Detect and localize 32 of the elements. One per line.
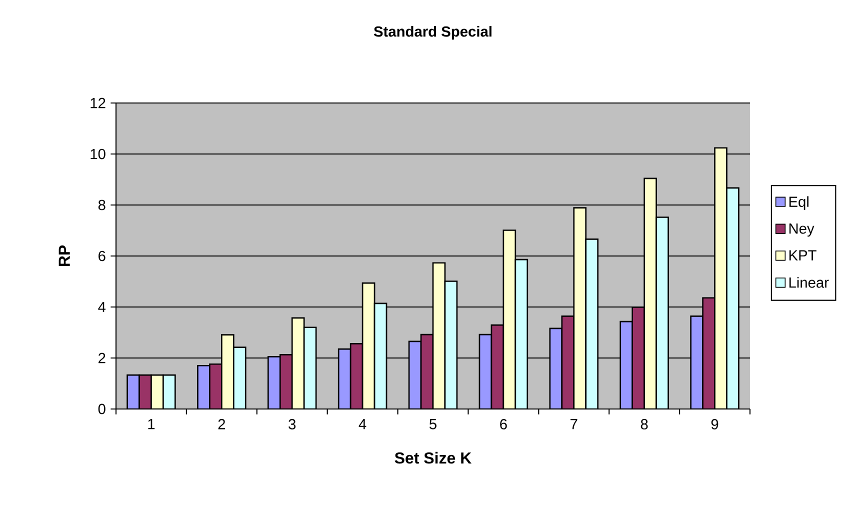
x-tick-label: 7 [570, 419, 578, 430]
bar [374, 302, 388, 409]
legend-label: Linear [789, 277, 829, 288]
x-tick-label: 3 [288, 419, 296, 430]
y-tick-label: 8 [98, 200, 106, 210]
x-tick-label: 1 [148, 419, 155, 430]
legend-label: Ney [789, 224, 814, 237]
legend-label: Eql [789, 196, 808, 210]
bar [420, 334, 434, 409]
x-tick-label: 4 [358, 419, 366, 430]
legend-label: KPT [789, 250, 816, 260]
y-tick-label: 4 [98, 302, 106, 312]
y-axis-title: RP [58, 245, 70, 266]
x-tick-label: 5 [430, 419, 436, 430]
bar [350, 343, 364, 409]
y-tick-label: 12 [90, 98, 106, 108]
chart-title: Standard Special [374, 26, 492, 40]
x-axis-title: Set Size K [394, 452, 472, 464]
x-tick-label: 8 [640, 419, 648, 430]
bar [432, 262, 446, 409]
x-tick-label: 9 [711, 419, 718, 430]
x-tick-label: 6 [500, 419, 507, 430]
bar [408, 340, 422, 409]
y-tick-label: 10 [90, 148, 106, 160]
bar [362, 282, 376, 409]
x-tick-label: 2 [218, 419, 226, 430]
y-tick-label: 2 [98, 352, 106, 364]
bar [444, 280, 458, 409]
y-tick-label: 6 [98, 250, 106, 262]
bar [490, 324, 504, 409]
y-tick-label: 0 [98, 404, 106, 414]
bar [478, 334, 492, 409]
